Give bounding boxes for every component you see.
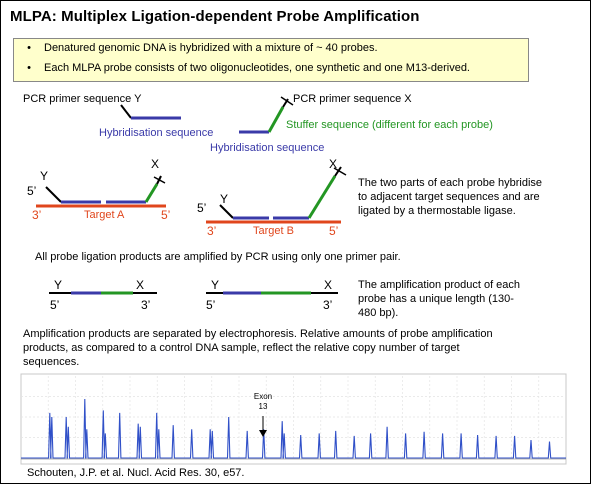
exon-arrow-head [259,430,267,437]
right-probe-oligo [239,96,294,134]
target-a-5prime: 5’ [161,208,171,222]
exon-label-number: 13 [258,402,268,411]
target-b-5prime-top: 5’ [197,201,207,215]
exon-label-word: Exon [253,392,273,401]
target-b-y: Y [220,192,229,206]
product-description: The amplification product of each probe … [358,278,520,320]
bullet-box: • Denatured genomic DNA is hybridized wi… [13,38,529,82]
left-probe-oligo [120,104,181,120]
product-long-y: Y [211,278,220,292]
bullet-dot-2: • [27,62,31,74]
bullet-item-1: • Denatured genomic DNA is hybridized wi… [14,42,378,54]
product-short-3prime: 3’ [141,298,151,312]
bullet-text-1: Denatured genomic DNA is hybridized with… [44,42,378,54]
electrophoresis-line-3: sequences. [23,356,80,368]
exon-label: Exon 13 [251,392,275,412]
citation: Schouten, J.P. et al. Nucl. Acid Res. 30… [27,467,245,479]
hybridise-description: The two parts of each probe hybridise to… [358,176,542,218]
product-desc-line-2: probe has a unique length (130- [358,293,514,305]
label-hybrid-left: Hybridisation sequence [99,127,214,139]
product-long-x: X [324,278,333,292]
hybridise-line-3: ligated by a thermostable ligase. [358,205,516,217]
electrophoresis-line-1: Amplification products are separated by … [23,328,493,340]
bullet-dot-1: • [27,42,31,54]
electrophoresis-line-2: products, as compared to a control DNA s… [23,342,460,354]
product-short-y: Y [54,278,63,292]
electropherogram [20,373,567,465]
label-primer-x: PCR primer sequence X [293,93,412,105]
amplified-sentence: All probe ligation products are amplifie… [35,251,401,263]
bullet-text-2: Each MLPA probe consists of two oligonuc… [44,62,470,74]
label-primer-y: PCR primer sequence Y [23,93,142,105]
product-long-3prime: 3’ [323,298,333,312]
target-b-label: Target B [253,225,294,237]
product-desc-line-3: 480 bp). [358,307,399,319]
probe-target-b [206,166,347,224]
target-a-x: X [151,157,160,171]
product-desc-line-1: The amplification product of each [358,279,521,291]
target-b-3prime: 3’ [207,224,217,238]
target-b-5prime: 5’ [329,224,339,238]
target-a-3prime: 3’ [32,208,42,222]
target-a-y: Y [40,169,49,183]
hybridise-line-1: The two parts of each probe hybridise [358,177,543,189]
electropherogram-trace [21,398,566,459]
label-hybrid-right: Hybridisation sequence [210,142,325,154]
slide-title: MLPA: Multiplex Ligation-dependent Probe… [10,8,420,25]
target-b-x: X [329,157,338,171]
target-a-label: Target A [84,209,125,221]
target-a-5prime-top: 5’ [27,184,37,198]
electrophoresis-paragraph: Amplification products are separated by … [23,327,493,369]
product-short-5prime: 5’ [50,298,60,312]
label-stuffer: Stuffer sequence (different for each pro… [286,119,493,131]
probe-target-a [36,175,166,208]
hybridise-line-2: to adjacent target sequences and are [358,191,540,203]
product-long-5prime: 5’ [206,298,216,312]
product-short-x: X [136,278,145,292]
bullet-item-2: • Each MLPA probe consists of two oligon… [14,62,470,74]
